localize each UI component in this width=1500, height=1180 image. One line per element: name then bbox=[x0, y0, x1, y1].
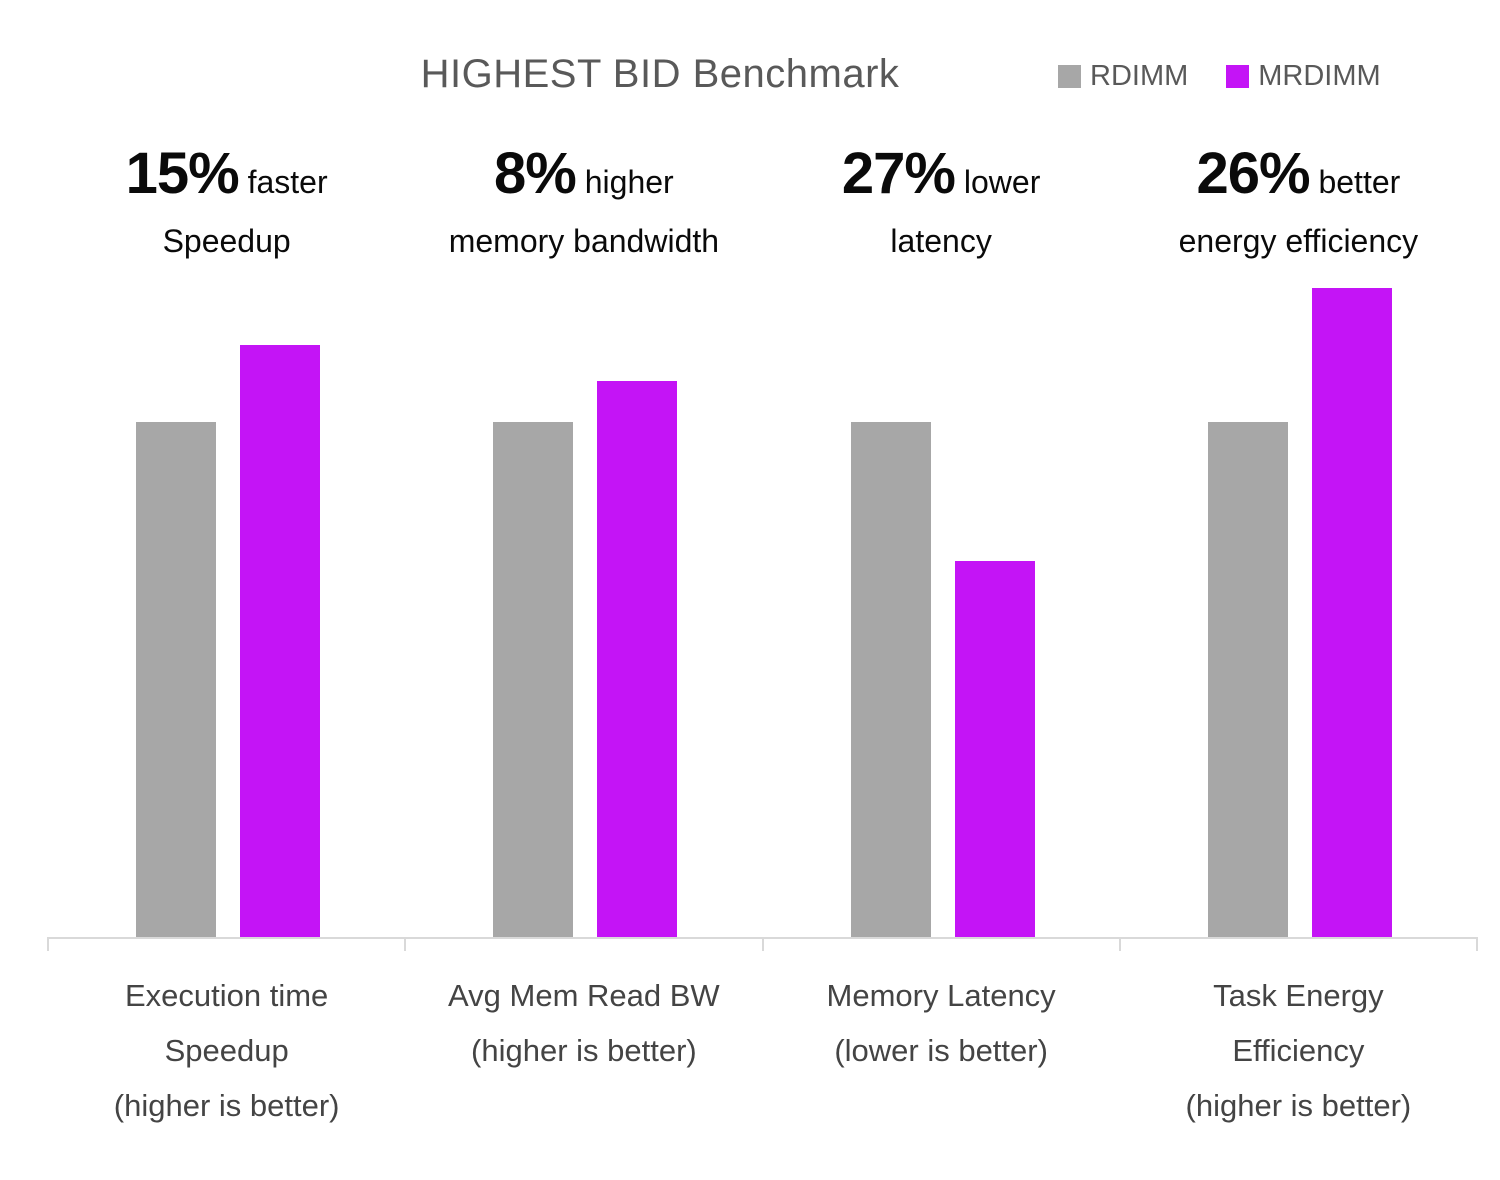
annotation-line1: 15% faster bbox=[24, 142, 429, 214]
category-group-4: 26% better energy efficiency Task Energy E… bbox=[1120, 0, 1477, 1180]
annotation: 15% faster Speedup bbox=[24, 142, 429, 264]
annotation-highlight: 26% bbox=[1196, 141, 1310, 206]
legend-label-mrdimm: MRDIMM bbox=[1258, 60, 1381, 92]
legend-label-rdimm: RDIMM bbox=[1090, 60, 1189, 92]
category-group-3: 27% lower latency Memory Latency (lower is… bbox=[763, 0, 1120, 1180]
annotation-text: lower bbox=[954, 164, 1041, 200]
annotation-line2: Speedup bbox=[162, 223, 291, 259]
category-label-4: Task Energy Efficiency (higher is better… bbox=[1185, 978, 1412, 1123]
bar-mrdimm-1 bbox=[240, 345, 320, 938]
bar-rdimm-2 bbox=[493, 422, 574, 938]
annotation-highlight: 8% bbox=[494, 141, 577, 206]
category-group-2: 8% higher memory bandwidth Avg Mem Read BW… bbox=[405, 0, 762, 1180]
annotation: 26% better energy efficiency bbox=[1096, 142, 1500, 264]
x-axis-line bbox=[48, 937, 1477, 939]
annotation-text: higher bbox=[575, 164, 674, 200]
mrdimm-swatch-icon bbox=[1226, 65, 1250, 88]
annotation-text: faster bbox=[238, 164, 328, 200]
axis-tick bbox=[1118, 937, 1121, 951]
axis-tick bbox=[1476, 937, 1478, 951]
annotation-line1: 26% better bbox=[1096, 142, 1500, 214]
chart-title: HIGHEST BID Benchmark bbox=[420, 52, 900, 96]
category-label-3: Memory Latency (lower is better) bbox=[826, 978, 1056, 1068]
annotation-line1: 8% higher bbox=[381, 142, 786, 214]
legend: RDIMM MRDIMM bbox=[1058, 60, 1381, 93]
axis-tick bbox=[47, 937, 49, 951]
annotation-line2: latency bbox=[890, 223, 992, 259]
bar-rdimm-3 bbox=[850, 422, 931, 938]
annotation-text: better bbox=[1309, 164, 1401, 200]
category-label-2: Avg Mem Read BW (higher is better) bbox=[448, 978, 720, 1068]
category-label-1: Execution time Speedup (higher is better… bbox=[113, 978, 340, 1123]
annotation-highlight: 15% bbox=[125, 141, 240, 206]
bar-mrdimm-4 bbox=[1311, 288, 1392, 938]
bar-mrdimm-3 bbox=[954, 561, 1035, 938]
axis-tick bbox=[761, 937, 764, 951]
bar-rdimm-1 bbox=[136, 422, 216, 938]
axis-tick bbox=[404, 937, 407, 951]
annotation-highlight: 27% bbox=[841, 141, 956, 206]
annotation-line2: energy efficiency bbox=[1178, 223, 1419, 259]
annotation: 8% higher memory bandwidth bbox=[381, 142, 786, 264]
rdimm-swatch-icon bbox=[1058, 65, 1081, 88]
annotation-line1: 27% lower bbox=[739, 142, 1144, 214]
annotation: 27% lower latency bbox=[739, 142, 1144, 264]
category-group-1: 15% faster Speedup Execution time Speedup … bbox=[48, 0, 405, 1180]
bar-mrdimm-2 bbox=[597, 381, 678, 938]
annotation-line2: memory bandwidth bbox=[448, 223, 720, 259]
legend-item-rdimm: RDIMM bbox=[1058, 60, 1188, 93]
bar-rdimm-4 bbox=[1207, 422, 1288, 938]
legend-item-mrdimm: MRDIMM bbox=[1226, 60, 1381, 93]
